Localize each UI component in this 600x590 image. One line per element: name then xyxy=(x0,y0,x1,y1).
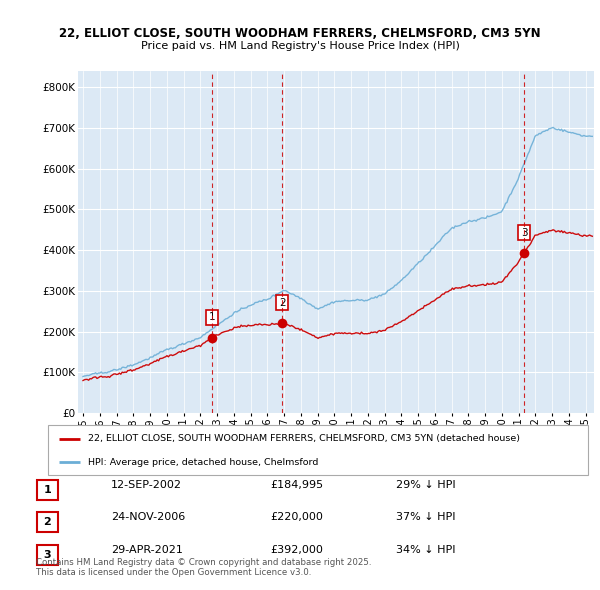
Text: 12-SEP-2002: 12-SEP-2002 xyxy=(111,480,182,490)
Text: £184,995: £184,995 xyxy=(270,480,323,490)
FancyBboxPatch shape xyxy=(37,480,58,500)
Text: 3: 3 xyxy=(521,228,527,238)
Text: 2: 2 xyxy=(279,298,286,308)
Bar xyxy=(212,71,283,413)
Text: 3: 3 xyxy=(44,550,51,559)
Text: 29-APR-2021: 29-APR-2021 xyxy=(111,545,183,555)
FancyBboxPatch shape xyxy=(48,425,588,475)
Text: Price paid vs. HM Land Registry's House Price Index (HPI): Price paid vs. HM Land Registry's House … xyxy=(140,41,460,51)
Text: Contains HM Land Registry data © Crown copyright and database right 2025.
This d: Contains HM Land Registry data © Crown c… xyxy=(36,558,371,577)
Text: 37% ↓ HPI: 37% ↓ HPI xyxy=(396,513,455,522)
Text: HPI: Average price, detached house, Chelmsford: HPI: Average price, detached house, Chel… xyxy=(89,458,319,467)
Text: 24-NOV-2006: 24-NOV-2006 xyxy=(111,513,185,522)
FancyBboxPatch shape xyxy=(37,545,58,565)
Text: 1: 1 xyxy=(44,485,51,494)
Text: 2: 2 xyxy=(44,517,51,527)
FancyBboxPatch shape xyxy=(37,512,58,532)
Text: 22, ELLIOT CLOSE, SOUTH WOODHAM FERRERS, CHELMSFORD, CM3 5YN (detached house): 22, ELLIOT CLOSE, SOUTH WOODHAM FERRERS,… xyxy=(89,434,521,443)
Text: £220,000: £220,000 xyxy=(270,513,323,522)
Text: 34% ↓ HPI: 34% ↓ HPI xyxy=(396,545,455,555)
Text: 29% ↓ HPI: 29% ↓ HPI xyxy=(396,480,455,490)
Text: 1: 1 xyxy=(209,312,215,322)
Text: 22, ELLIOT CLOSE, SOUTH WOODHAM FERRERS, CHELMSFORD, CM3 5YN: 22, ELLIOT CLOSE, SOUTH WOODHAM FERRERS,… xyxy=(59,27,541,40)
Text: £392,000: £392,000 xyxy=(270,545,323,555)
